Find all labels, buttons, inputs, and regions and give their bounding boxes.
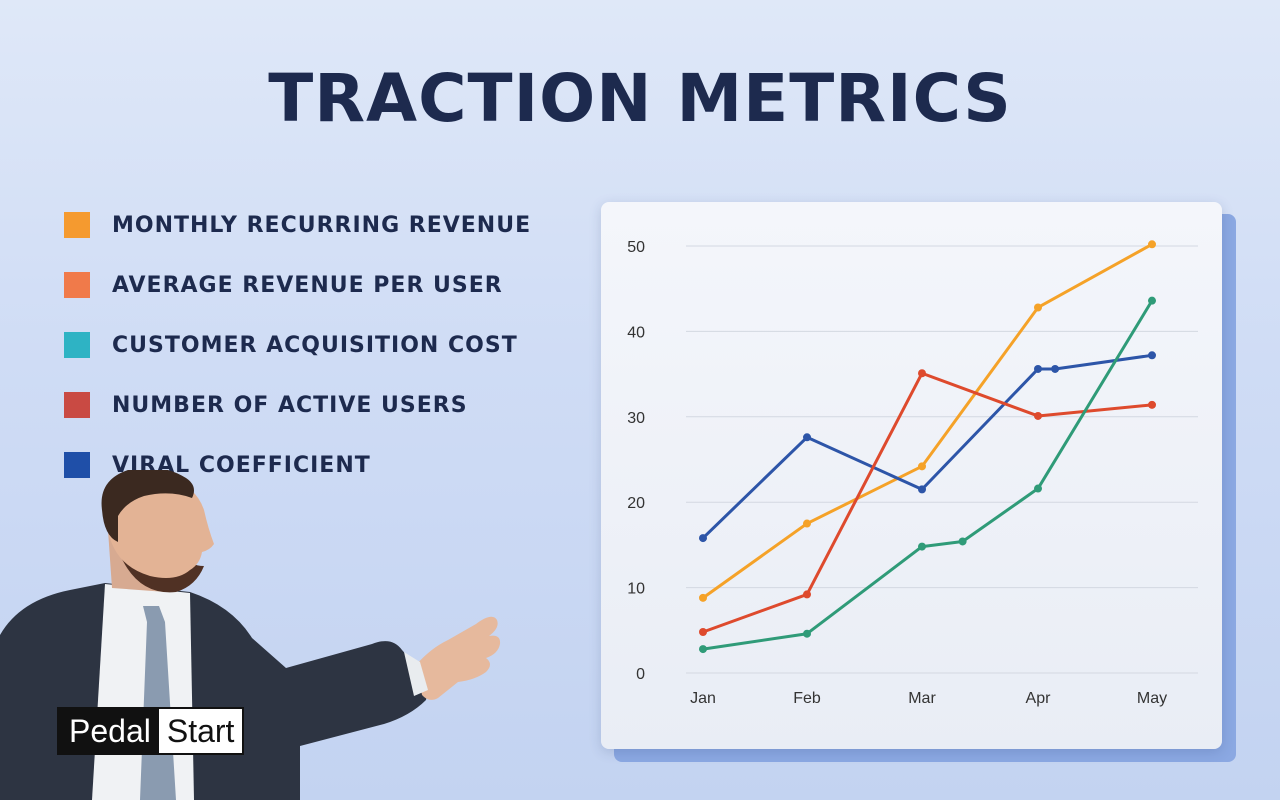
series-point-green-1 <box>803 629 811 638</box>
series-point-orange-1 <box>803 519 811 528</box>
series-point-red-0 <box>699 628 707 637</box>
legend-item-cac: CUSTOMER ACQUISITION COST <box>64 330 584 360</box>
series-point-green-3 <box>958 537 967 546</box>
series-point-blue-3 <box>1034 364 1042 373</box>
series-point-green-0 <box>699 645 707 654</box>
pedalstart-logo: Pedal Start <box>57 707 245 755</box>
legend-swatch-viral-coefficient <box>64 452 90 478</box>
series-point-red-4 <box>1148 400 1156 409</box>
presenter-face <box>105 476 214 578</box>
series-line-blue <box>701 353 1154 540</box>
series-point-blue-2 <box>918 485 926 494</box>
legend-label-mrr: MONTHLY RECURRING REVENUE <box>112 212 532 238</box>
presenter-hand <box>416 616 501 700</box>
chart-card: 0 10 20 30 40 50 Jan Feb Mar Apr May <box>601 202 1222 749</box>
series-point-orange-3 <box>1034 303 1042 312</box>
y-tick-label-10: 10 <box>627 581 645 598</box>
legend-swatch-mrr <box>64 212 90 238</box>
x-tick-label-feb: Feb <box>793 690 821 707</box>
series-point-green-4 <box>1034 484 1042 493</box>
series-point-blue-4 <box>1051 364 1060 373</box>
legend-label-cac: CUSTOMER ACQUISITION COST <box>112 332 518 358</box>
page-title: TRACTION METRICS <box>268 60 1012 137</box>
series-point-green-2 <box>918 542 926 551</box>
presenter-jacket <box>0 583 427 800</box>
logo-part-start: Start <box>158 709 243 753</box>
legend-swatch-active-users <box>64 392 90 418</box>
series-point-red-2 <box>918 369 926 378</box>
logo-part-pedal: Pedal <box>59 709 159 753</box>
legend-swatch-cac <box>64 332 90 358</box>
presenter-cuff <box>404 652 428 696</box>
presenter-hair <box>101 470 194 542</box>
series-point-blue-1 <box>803 433 811 442</box>
y-tick-label-50: 50 <box>627 239 645 256</box>
legend-label-active-users: NUMBER OF ACTIVE USERS <box>112 392 468 418</box>
y-tick-label-0: 0 <box>636 666 645 683</box>
y-tick-label-30: 30 <box>627 410 645 427</box>
series-point-blue-0 <box>699 534 707 543</box>
series-point-orange-0 <box>699 593 707 602</box>
legend-item-active-users: NUMBER OF ACTIVE USERS <box>64 390 584 420</box>
line-chart: 0 10 20 30 40 50 Jan Feb Mar Apr May <box>627 239 1198 707</box>
y-tick-label-20: 20 <box>627 495 645 512</box>
x-tick-label-apr: Apr <box>1026 690 1052 707</box>
legend-item-arpu: AVERAGE REVENUE PER USER <box>64 270 584 300</box>
series-point-red-3 <box>1034 411 1042 420</box>
legend-swatch-arpu <box>64 272 90 298</box>
x-tick-label-mar: Mar <box>908 690 936 707</box>
series-point-blue-5 <box>1148 351 1156 360</box>
legend-item-mrr: MONTHLY RECURRING REVENUE <box>64 210 584 240</box>
y-tick-label-40: 40 <box>627 324 645 341</box>
series-line-green <box>701 299 1154 651</box>
chart-legend: MONTHLY RECURRING REVENUE AVERAGE REVENU… <box>64 210 584 510</box>
series-point-orange-2 <box>918 462 926 471</box>
series-point-green-5 <box>1148 296 1156 305</box>
x-tick-label-jan: Jan <box>690 690 716 707</box>
x-tick-label-may: May <box>1137 690 1167 707</box>
series-point-orange-4 <box>1148 240 1156 249</box>
series-point-red-1 <box>803 590 811 599</box>
legend-label-arpu: AVERAGE REVENUE PER USER <box>112 272 503 298</box>
